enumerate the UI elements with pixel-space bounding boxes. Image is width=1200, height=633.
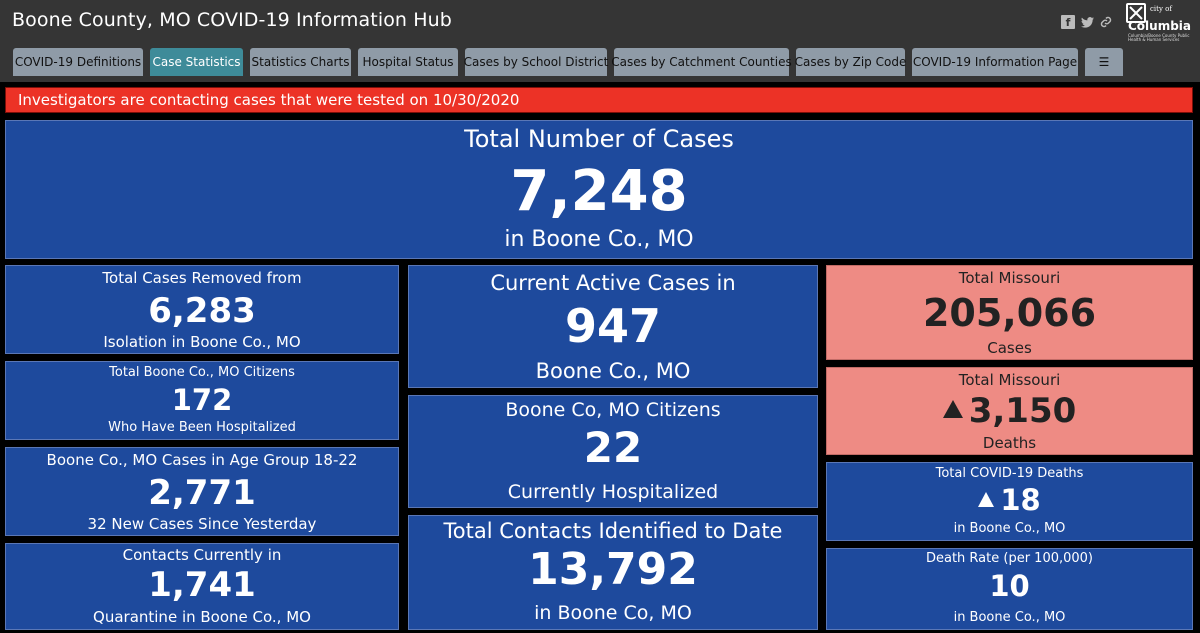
county-deaths-card: Total COVID-19 Deaths 18 in Boone Co., M… <box>826 462 1193 541</box>
total-contacts-card: Total Contacts Identified to Date 13,792… <box>408 515 818 630</box>
total-hospitalized-value: 172 <box>171 383 233 417</box>
county-deaths-value-row: 18 <box>827 483 1192 517</box>
tab-statistics-charts[interactable]: Statistics Charts <box>250 48 351 76</box>
death-rate-label: Death Rate (per 100,000) <box>925 551 1093 566</box>
total-cases-location: in Boone Co., MO <box>504 227 694 252</box>
facebook-icon[interactable]: f <box>1061 15 1075 29</box>
total-contacts-location: in Boone Co, MO <box>534 602 692 624</box>
total-cases-label: Total Number of Cases <box>464 125 734 153</box>
columbia-logo[interactable]: city of Columbia Columbia/Boone County P… <box>1126 3 1194 45</box>
link-icon[interactable] <box>1099 15 1113 29</box>
quarantine-value: 1,741 <box>148 565 256 605</box>
quarantine-card: Contacts Currently in 1,741 Quarantine i… <box>5 543 399 630</box>
death-rate-card: Death Rate (per 100,000) 10 in Boone Co.… <box>826 548 1193 630</box>
missouri-cases-card: Total Missouri 205,066 Cases <box>826 265 1193 360</box>
social-icons: f <box>1061 15 1113 29</box>
active-cases-location: Boone Co., MO <box>535 359 691 383</box>
missouri-deaths-value-row: 3,150 <box>827 391 1192 431</box>
quarantine-label: Contacts Currently in <box>122 546 282 564</box>
city-seal-icon <box>1126 3 1146 23</box>
total-hospitalized-label: Total Boone Co., MO Citizens <box>109 365 295 380</box>
total-cases-card: Total Number of Cases 7,248 in Boone Co.… <box>5 120 1193 259</box>
tab-menu-icon[interactable]: ☰ <box>1085 48 1123 76</box>
quarantine-location: Quarantine in Boone Co., MO <box>93 608 311 626</box>
missouri-deaths-sub: Deaths <box>982 434 1037 452</box>
tab-hospital-status[interactable]: Hospital Status <box>358 48 458 76</box>
county-deaths-label: Total COVID-19 Deaths <box>935 466 1084 481</box>
logo-name: Columbia <box>1128 19 1192 33</box>
missouri-cases-value: 205,066 <box>922 291 1097 335</box>
removed-value: 6,283 <box>148 291 256 331</box>
tab-bar: COVID-19 Definitions Case Statistics Sta… <box>13 48 1130 76</box>
removed-isolation-card: Total Cases Removed from 6,283 Isolation… <box>5 265 399 354</box>
total-hospitalized-sub: Who Have Been Hospitalized <box>108 420 296 435</box>
current-hospitalized-sub: Currently Hospitalized <box>507 481 719 503</box>
missouri-cases-sub: Cases <box>987 339 1032 357</box>
total-contacts-value: 13,792 <box>528 544 698 595</box>
age-group-value: 2,771 <box>148 473 256 513</box>
total-hospitalized-card: Total Boone Co., MO Citizens 172 Who Hav… <box>5 361 399 440</box>
twitter-icon[interactable] <box>1080 15 1094 29</box>
total-cases-value: 7,248 <box>510 159 688 224</box>
age-group-new-cases: 32 New Cases Since Yesterday <box>87 515 317 533</box>
missouri-deaths-label: Total Missouri <box>958 371 1061 389</box>
alert-banner: Investigators are contacting cases that … <box>5 87 1193 113</box>
logo-city-of: city of <box>1150 5 1172 13</box>
tab-covid-information-page[interactable]: COVID-19 Information Page <box>912 48 1078 76</box>
missouri-deaths-card: Total Missouri 3,150 Deaths <box>826 367 1193 455</box>
logo-subtitle: Columbia/Boone County Public Health & Hu… <box>1128 33 1190 42</box>
county-deaths-location: in Boone Co., MO <box>953 521 1066 536</box>
total-contacts-label: Total Contacts Identified to Date <box>443 519 783 543</box>
active-cases-card: Current Active Cases in 947 Boone Co., M… <box>408 265 818 388</box>
warning-icon <box>978 491 995 507</box>
active-cases-label: Current Active Cases in <box>490 271 736 295</box>
current-hospitalized-label: Boone Co, MO Citizens <box>505 399 721 421</box>
tab-cases-by-school-district[interactable]: Cases by School District <box>464 48 608 76</box>
age-group-card: Boone Co., MO Cases in Age Group 18-22 2… <box>5 447 399 536</box>
warning-icon <box>942 399 963 418</box>
tab-cases-by-zip-code[interactable]: Cases by Zip Code <box>795 48 906 76</box>
death-rate-location: in Boone Co., MO <box>953 610 1066 625</box>
removed-location: Isolation in Boone Co., MO <box>103 333 301 351</box>
missouri-cases-label: Total Missouri <box>958 269 1061 287</box>
death-rate-value: 10 <box>989 569 1030 603</box>
tab-cases-by-catchment-counties[interactable]: Cases by Catchment Counties <box>611 48 792 76</box>
header-bar: Boone County, MO COVID-19 Information Hu… <box>0 0 1200 82</box>
page-title: Boone County, MO COVID-19 Information Hu… <box>12 9 452 31</box>
active-cases-value: 947 <box>564 299 662 353</box>
current-hospitalized-value: 22 <box>583 423 643 472</box>
current-hospitalized-card: Boone Co, MO Citizens 22 Currently Hospi… <box>408 395 818 508</box>
county-deaths-value: 18 <box>1000 483 1041 517</box>
removed-label: Total Cases Removed from <box>102 269 302 287</box>
tab-covid-definitions[interactable]: COVID-19 Definitions <box>13 48 143 76</box>
age-group-label: Boone Co., MO Cases in Age Group 18-22 <box>46 451 358 469</box>
tab-case-statistics[interactable]: Case Statistics <box>150 48 243 76</box>
missouri-deaths-value: 3,150 <box>968 391 1077 431</box>
